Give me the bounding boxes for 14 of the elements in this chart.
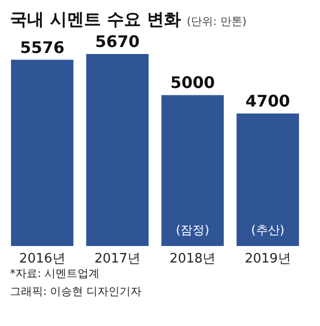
- annotation: (추산): [251, 223, 284, 237]
- data-label: 5670: [95, 32, 140, 51]
- x-tick-label: 2018년: [170, 252, 216, 266]
- chart-subtitle: (단위: 만톤): [186, 15, 247, 28]
- data-label: 5000: [170, 73, 215, 92]
- text: *자료: 시멘트업계: [10, 266, 101, 282]
- data-label: 5576: [20, 38, 64, 57]
- data-label: 4700: [246, 92, 290, 110]
- x-tick-label: 2019년: [244, 252, 291, 266]
- x-tick-label: 2017년: [94, 252, 140, 266]
- x-tick-label: 2016년: [19, 252, 66, 266]
- annotation: (잠정): [176, 223, 210, 237]
- text: 그래픽: 이승현 디자인기자: [10, 284, 143, 300]
- chart-title: 국내 시멘트 수요 변화: [10, 10, 181, 30]
